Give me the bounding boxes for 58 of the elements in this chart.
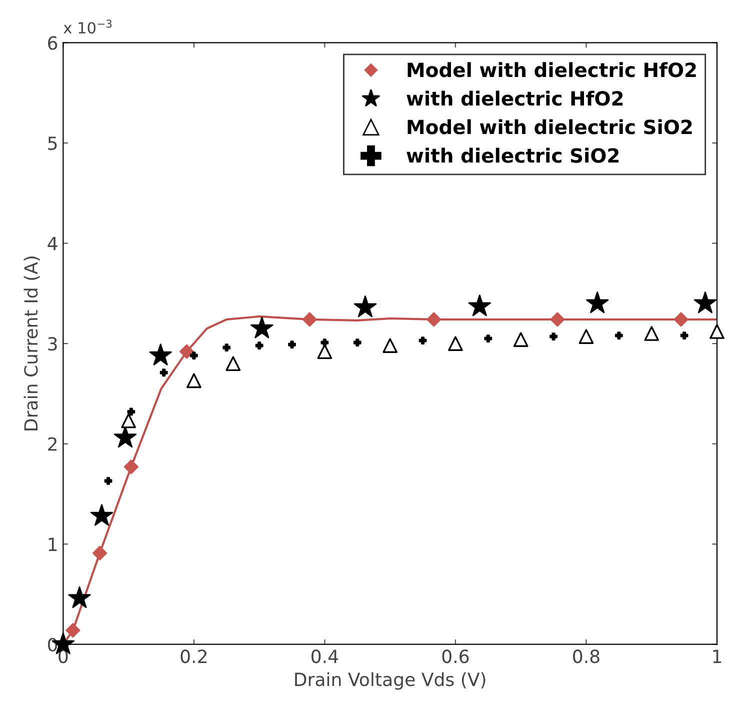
x-tick-label: 0.6 (442, 650, 469, 664)
point (255, 342, 264, 350)
point (614, 332, 623, 340)
point (426, 312, 442, 327)
point (694, 292, 717, 314)
point (190, 352, 198, 360)
point (674, 312, 688, 327)
point (66, 623, 80, 638)
point (179, 344, 194, 359)
x-tick-label: 0.2 (180, 650, 206, 664)
text: x 10$^{−3}$ (64, 20, 112, 34)
point (550, 332, 558, 340)
point (124, 460, 138, 474)
point (448, 336, 463, 351)
point (418, 336, 427, 344)
x-tick-label: 0.8 (573, 650, 600, 664)
point (92, 546, 108, 560)
point (288, 340, 296, 348)
legend-label: with dielectric HfO2 (406, 90, 623, 106)
point (680, 332, 688, 340)
point (68, 586, 91, 608)
x-axis-title: Drain Voltage Vds (V) (295, 672, 486, 690)
point (354, 296, 377, 318)
point (353, 338, 362, 346)
point (121, 413, 136, 428)
point (468, 294, 491, 316)
point (382, 338, 398, 353)
y-tick-label: 5 (48, 136, 57, 150)
point (149, 344, 172, 366)
point (90, 504, 114, 526)
point (104, 476, 112, 485)
y-tick-label: 4 (48, 236, 58, 250)
point (644, 326, 660, 341)
point (578, 329, 594, 344)
x-tick-label: 0.4 (312, 650, 338, 664)
x-tick-label: 1 (713, 650, 722, 663)
point (250, 316, 274, 338)
point (127, 408, 136, 416)
point (302, 312, 317, 327)
point (550, 312, 565, 327)
point (160, 368, 168, 377)
y-tick-label: 3 (48, 337, 57, 351)
point (513, 332, 528, 347)
point (222, 344, 231, 352)
y-tick-label: 6 (48, 36, 58, 50)
point (317, 344, 332, 359)
point (484, 334, 492, 342)
point (586, 292, 609, 314)
y-axis-title: Drain Current Id (A) (24, 256, 40, 430)
legend-label: Model with dielectric HfO2 (408, 62, 696, 78)
legend-label: with dielectric SiO2 (406, 148, 619, 163)
point (226, 356, 241, 372)
point (186, 373, 202, 388)
legend-label: Model with dielectric SiO2 (408, 119, 692, 134)
y-tick-label: 1 (48, 538, 57, 551)
y-tick-label: 2 (48, 437, 56, 451)
point (710, 324, 724, 339)
point (320, 338, 329, 346)
